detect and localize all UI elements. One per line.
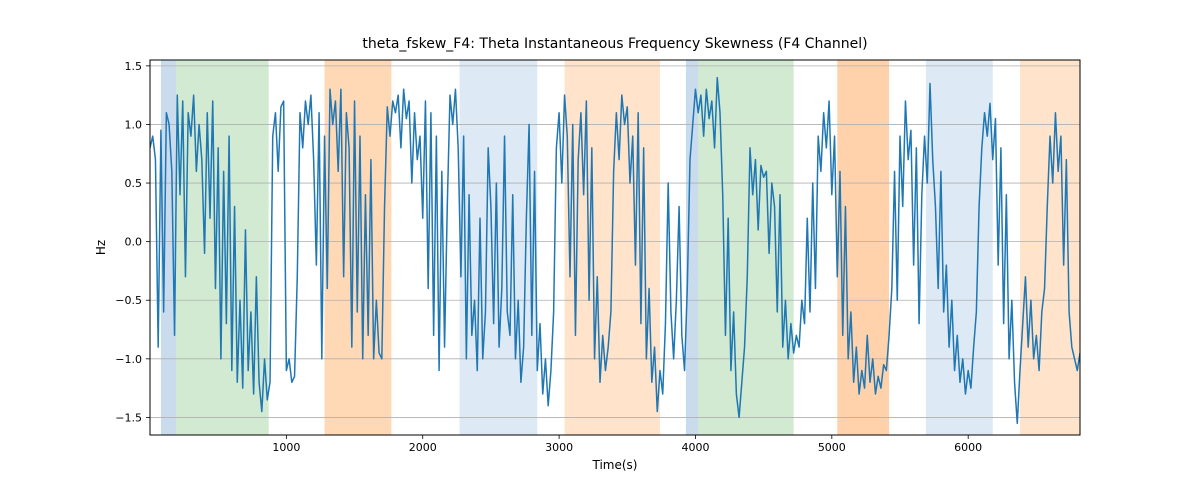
ytick-label: 1.0 bbox=[125, 118, 143, 131]
xtick-label: 6000 bbox=[954, 441, 982, 454]
x-axis-label: Time(s) bbox=[592, 458, 638, 472]
xtick-label: 4000 bbox=[681, 441, 709, 454]
chart-title: theta_fskew_F4: Theta Instantaneous Freq… bbox=[362, 36, 867, 52]
ytick-label: 0.0 bbox=[125, 236, 143, 249]
ytick-label: −0.5 bbox=[115, 294, 142, 307]
ytick-label: −1.0 bbox=[115, 353, 142, 366]
ytick-label: −1.5 bbox=[115, 411, 142, 424]
ytick-label: 1.5 bbox=[125, 60, 143, 73]
y-axis-label: Hz bbox=[94, 240, 108, 255]
xtick-label: 2000 bbox=[409, 441, 437, 454]
xtick-label: 3000 bbox=[545, 441, 573, 454]
xtick-label: 5000 bbox=[818, 441, 846, 454]
chart-container: 1000 2000 3000 4000 5000 6000 −1.5 −1.0 −0.5 0.0 0… bbox=[0, 0, 1200, 500]
xtick-label: 1000 bbox=[272, 441, 300, 454]
band-9 bbox=[1020, 60, 1080, 435]
chart-svg: 1000 2000 3000 4000 5000 6000 −1.5 −1.0 −0.5 0.0 0… bbox=[0, 0, 1200, 500]
ytick-label: 0.5 bbox=[125, 177, 143, 190]
